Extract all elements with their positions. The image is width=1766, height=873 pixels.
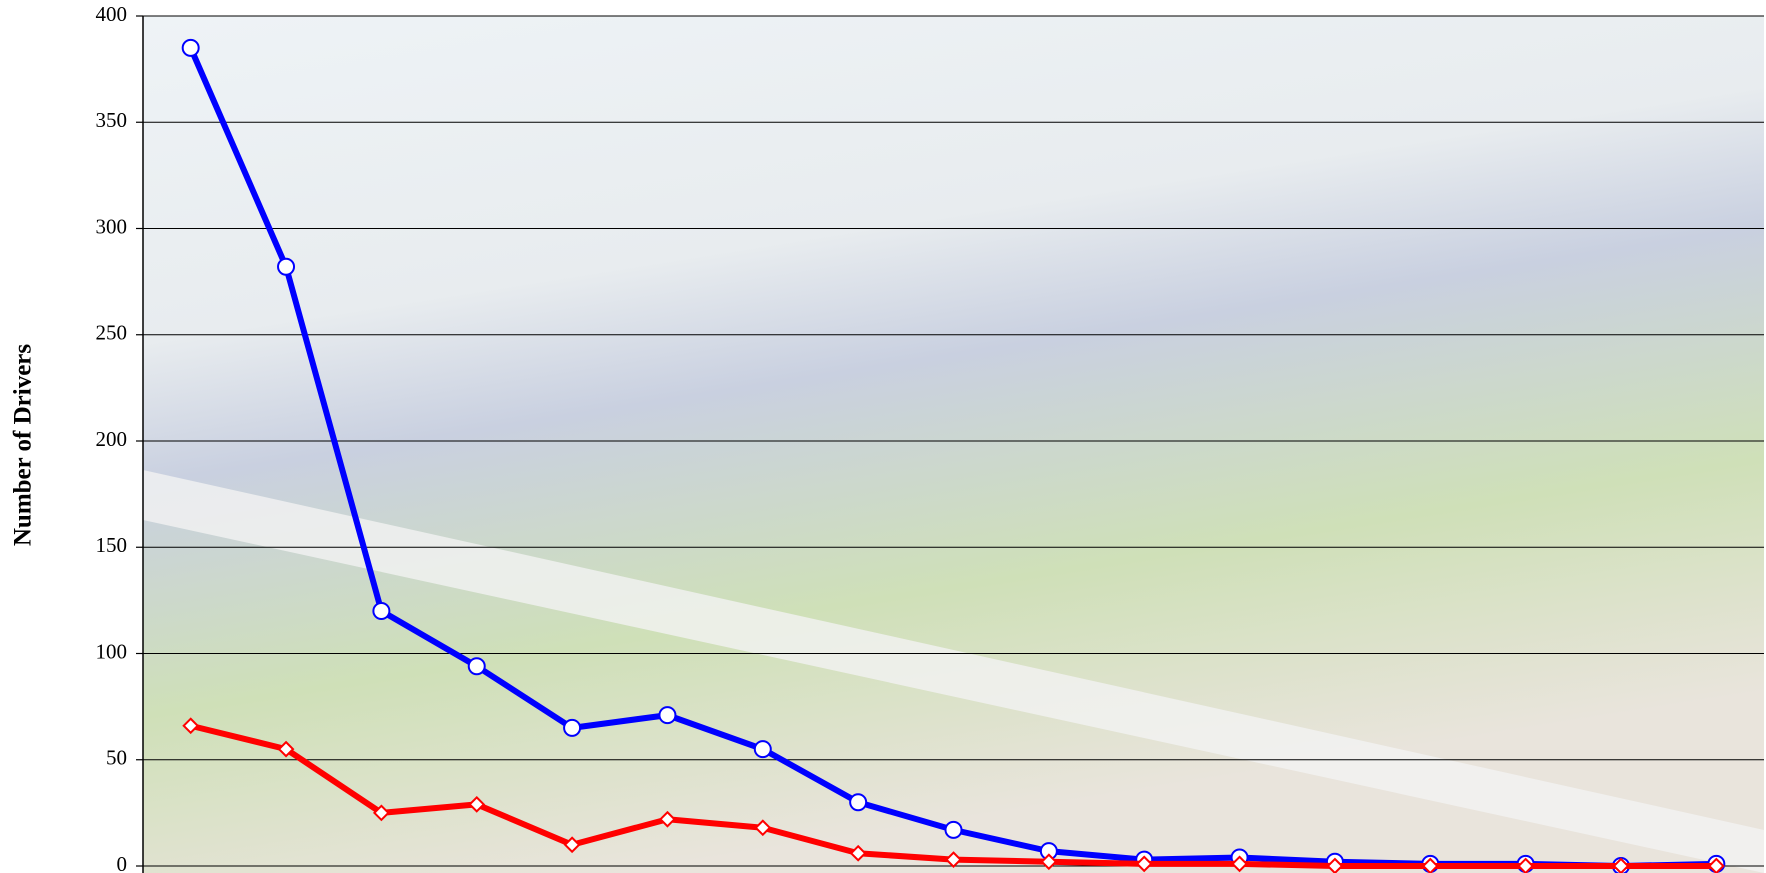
- y-tick-label: 300: [96, 214, 128, 238]
- y-tick-label: 350: [96, 108, 128, 132]
- marker: [1707, 857, 1725, 873]
- marker: [468, 795, 486, 813]
- y-tick-label: 50: [106, 746, 127, 770]
- marker: [467, 657, 486, 676]
- marker: [372, 804, 390, 822]
- y-tick-label: 200: [96, 427, 128, 451]
- y-tick-label: 400: [96, 2, 128, 26]
- marker: [753, 740, 772, 759]
- y-tick-label: 0: [117, 852, 128, 873]
- marker: [1040, 853, 1058, 871]
- marker: [849, 793, 868, 812]
- marker: [182, 717, 200, 735]
- marker: [277, 257, 296, 276]
- marker: [563, 718, 582, 737]
- marker: [849, 844, 867, 862]
- marker: [277, 740, 295, 758]
- marker: [659, 810, 676, 828]
- marker: [372, 602, 391, 620]
- y-axis-label: Number of Drivers: [10, 344, 37, 547]
- marker: [1612, 857, 1630, 873]
- marker: [1135, 855, 1153, 873]
- y-tick-label: 100: [96, 639, 128, 663]
- y-tick-label: 150: [96, 533, 128, 557]
- marker: [1517, 857, 1535, 873]
- marker: [1326, 857, 1344, 873]
- marker: [1421, 857, 1439, 873]
- marker: [181, 38, 200, 57]
- y-tick-label: 250: [96, 321, 128, 345]
- marker: [945, 851, 962, 869]
- marker: [754, 819, 772, 837]
- marker: [563, 836, 581, 854]
- plot-background: [143, 16, 1764, 873]
- marker: [944, 820, 963, 839]
- background-shape: [143, 470, 1764, 873]
- marker: [658, 706, 677, 725]
- marker: [1231, 855, 1248, 873]
